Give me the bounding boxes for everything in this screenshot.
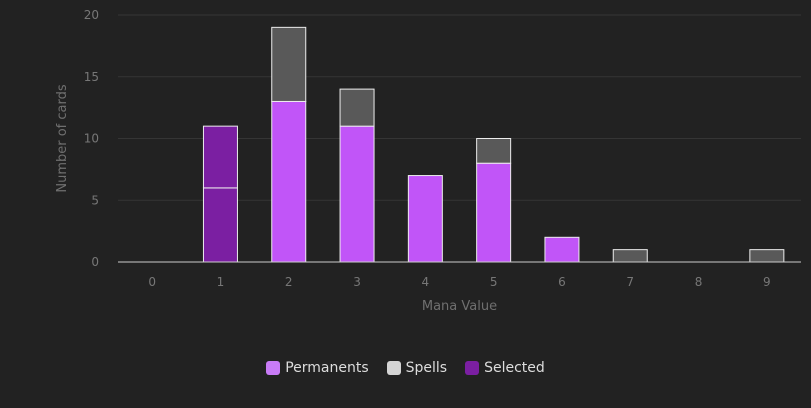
bar-permanents-6[interactable] — [544, 236, 580, 263]
bar-permanents-2[interactable] — [271, 100, 307, 263]
legend-item-spells[interactable]: Spells — [386, 360, 448, 376]
x-tick-label: 3 — [353, 275, 361, 289]
bar-spells-2[interactable] — [271, 26, 307, 102]
y-tick-label: 0 — [91, 255, 99, 269]
legend: Permanents Spells Selected — [0, 360, 811, 376]
x-tick-label: 4 — [422, 275, 430, 289]
y-axis-ticks: 0 5 10 15 20 — [84, 8, 99, 269]
bar-permanents-5[interactable] — [476, 162, 512, 263]
bar-spells-3[interactable] — [339, 88, 375, 127]
x-tick-label: 9 — [763, 275, 771, 289]
legend-swatch-spells — [386, 361, 401, 375]
x-tick-label: 2 — [285, 275, 293, 289]
y-tick-label: 5 — [91, 193, 99, 207]
bar-selected-1-1[interactable] — [202, 125, 238, 189]
bar-spells-5[interactable] — [476, 138, 512, 164]
legend-swatch-permanents — [266, 361, 281, 375]
y-tick-label: 20 — [84, 8, 99, 22]
x-axis-ticks: 0 1 2 3 4 5 6 7 8 9 — [148, 275, 770, 289]
x-tick-label: 1 — [217, 275, 225, 289]
bars — [202, 26, 785, 263]
x-tick-label: 0 — [148, 275, 156, 289]
x-tick-label: 7 — [626, 275, 634, 289]
x-axis-title: Mana Value — [422, 299, 497, 314]
y-axis-title: Number of cards — [55, 84, 70, 192]
y-tick-label: 10 — [84, 132, 99, 146]
legend-swatch-selected — [465, 361, 480, 375]
bar-spells-7[interactable] — [612, 249, 648, 263]
legend-label-spells: Spells — [405, 360, 448, 376]
bar-selected-1-0[interactable] — [202, 187, 238, 263]
legend-item-permanents[interactable]: Permanents — [266, 360, 369, 376]
x-tick-label: 6 — [558, 275, 566, 289]
legend-label-selected: Selected — [484, 360, 545, 376]
x-tick-label: 5 — [490, 275, 498, 289]
x-tick-label: 8 — [695, 275, 703, 289]
bar-permanents-3[interactable] — [339, 125, 375, 263]
bar-spells-9[interactable] — [749, 249, 785, 263]
legend-label-permanents: Permanents — [285, 360, 369, 376]
legend-item-selected[interactable]: Selected — [465, 360, 545, 376]
y-tick-label: 15 — [84, 70, 99, 84]
bar-permanents-4[interactable] — [407, 175, 443, 263]
